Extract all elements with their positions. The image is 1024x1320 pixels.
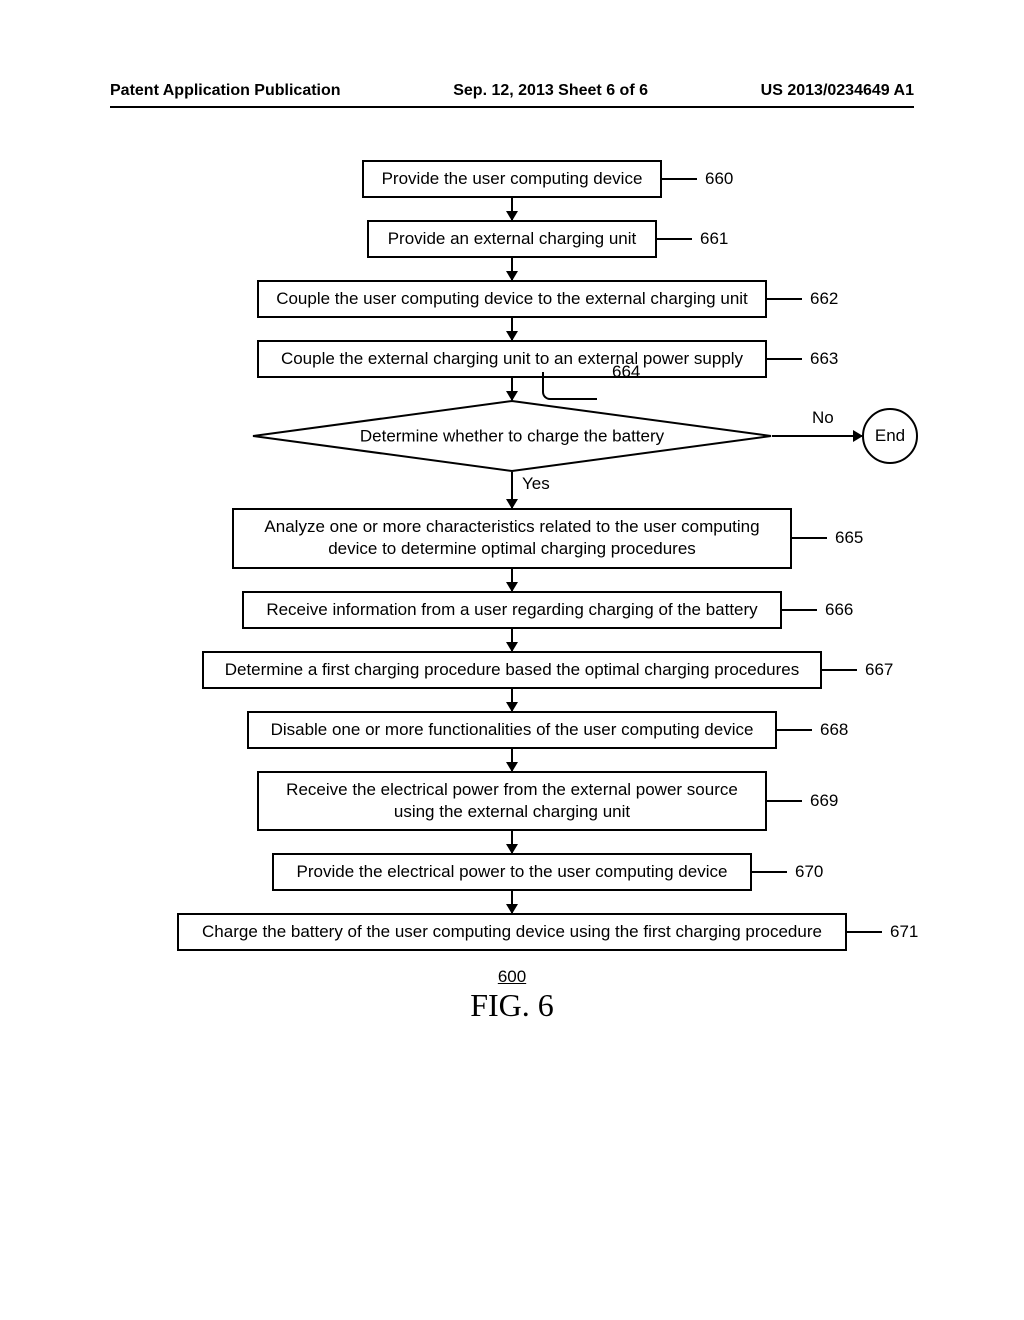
process-box: Determine a first charging procedure bas… — [202, 651, 822, 689]
header-left: Patent Application Publication — [110, 82, 341, 100]
ref-tick — [767, 800, 802, 802]
process-box: Couple the user computing device to the … — [257, 280, 767, 318]
flow-arrow — [511, 749, 513, 771]
flow-arrow — [772, 435, 862, 437]
decision-diamond: Determine whether to charge the battery — [252, 400, 772, 472]
process-box: Provide the electrical power to the user… — [272, 853, 752, 891]
ref-tick — [777, 729, 812, 731]
ref-number: 663 — [767, 349, 838, 369]
flow-step: Receive information from a user regardin… — [0, 591, 1024, 629]
flow-step: Charge the battery of the user computing… — [0, 913, 1024, 951]
ref-number: 670 — [752, 862, 823, 882]
ref-tick — [767, 298, 802, 300]
ref-tick — [847, 931, 882, 933]
ref-number: 668 — [777, 720, 848, 740]
ref-number: 662 — [767, 289, 838, 309]
ref-label: 663 — [810, 349, 838, 369]
ref-number: 661 — [657, 229, 728, 249]
ref-tick — [767, 358, 802, 360]
ref-label: 669 — [810, 791, 838, 811]
flow-step: Couple the user computing device to the … — [0, 280, 1024, 318]
flow-step: Provide the electrical power to the user… — [0, 853, 1024, 891]
flow-step: Provide the user computing device 660 — [0, 160, 1024, 198]
flow-step: Analyze one or more characteristics rela… — [0, 508, 1024, 568]
ref-label: 665 — [835, 528, 863, 548]
ref-leader — [542, 372, 597, 400]
header-right: US 2013/0234649 A1 — [761, 82, 914, 100]
process-box: Provide an external charging unit — [367, 220, 657, 258]
flow-step: Provide an external charging unit 661 — [0, 220, 1024, 258]
ref-label: 666 — [825, 600, 853, 620]
ref-tick — [822, 669, 857, 671]
decision-yes-label: Yes — [522, 474, 550, 494]
figure-number: 600 — [498, 967, 526, 987]
flow-arrow — [511, 318, 513, 340]
flow-step: Determine whether to charge the battery6… — [0, 400, 1024, 472]
ref-number: 666 — [782, 600, 853, 620]
flow-arrow — [511, 198, 513, 220]
flow-arrow — [511, 629, 513, 651]
process-box: Receive information from a user regardin… — [242, 591, 782, 629]
flowchart: Provide the user computing device660Prov… — [0, 160, 1024, 1024]
process-box: Analyze one or more characteristics rela… — [232, 508, 792, 568]
ref-tick — [782, 609, 817, 611]
flow-step: Disable one or more functionalities of t… — [0, 711, 1024, 749]
flow-arrow — [511, 472, 513, 508]
ref-tick — [752, 871, 787, 873]
ref-label: 661 — [700, 229, 728, 249]
end-terminal: End — [862, 408, 918, 464]
flow-step: Determine a first charging procedure bas… — [0, 651, 1024, 689]
ref-number: 671 — [847, 922, 918, 942]
ref-label: 668 — [820, 720, 848, 740]
flow-arrow — [511, 831, 513, 853]
ref-number: 667 — [822, 660, 893, 680]
flow-arrow — [511, 689, 513, 711]
ref-tick — [792, 537, 827, 539]
process-box: Provide the user computing device — [362, 160, 662, 198]
process-box: Charge the battery of the user computing… — [177, 913, 847, 951]
decision-text: Determine whether to charge the battery — [360, 427, 665, 446]
ref-label: 664 — [612, 362, 640, 382]
process-box: Receive the electrical power from the ex… — [257, 771, 767, 831]
ref-label: 662 — [810, 289, 838, 309]
header-center: Sep. 12, 2013 Sheet 6 of 6 — [453, 82, 648, 100]
patent-header: Patent Application Publication Sep. 12, … — [110, 82, 914, 100]
ref-label: 670 — [795, 862, 823, 882]
flow-arrow — [511, 891, 513, 913]
ref-number: 660 — [662, 169, 733, 189]
ref-number: 665 — [792, 528, 863, 548]
flow-arrow — [511, 258, 513, 280]
ref-tick — [657, 238, 692, 240]
decision-node: Determine whether to charge the battery6… — [252, 400, 772, 472]
flow-arrow — [511, 569, 513, 591]
process-box: Couple the external charging unit to an … — [257, 340, 767, 378]
figure-label: FIG. 6 — [470, 987, 554, 1024]
process-box: Disable one or more functionalities of t… — [247, 711, 777, 749]
ref-label: 660 — [705, 169, 733, 189]
flow-step: Receive the electrical power from the ex… — [0, 771, 1024, 831]
header-rule — [110, 106, 914, 108]
ref-label: 667 — [865, 660, 893, 680]
ref-tick — [662, 178, 697, 180]
flow-arrow — [511, 378, 513, 400]
decision-no-label: No — [812, 408, 834, 428]
flow-step: Couple the external charging unit to an … — [0, 340, 1024, 378]
ref-label: 671 — [890, 922, 918, 942]
ref-number: 669 — [767, 791, 838, 811]
